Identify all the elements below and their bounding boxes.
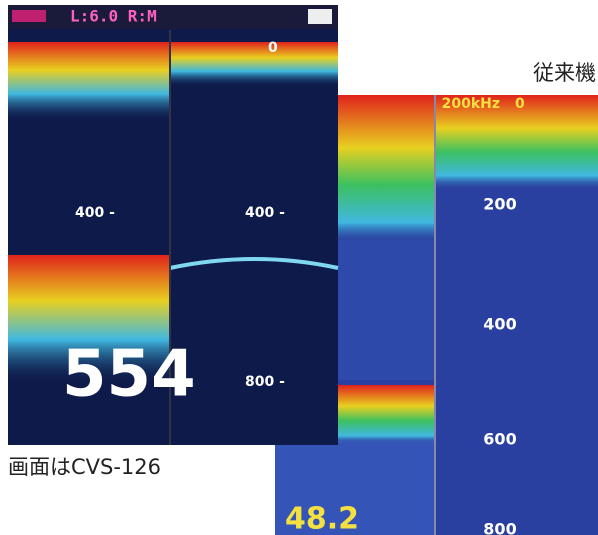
top-scale: 0 <box>268 40 278 56</box>
depth-readout: 554 <box>62 338 196 412</box>
depth-readout: 48.2 <box>285 502 359 535</box>
depth-label: 400 - <box>245 205 285 221</box>
screen-header: L:6.0 R:M <box>70 7 157 26</box>
caption: 従来機 <box>533 61 596 85</box>
scale-label: 600 <box>483 430 516 449</box>
scale-label: 800 <box>483 520 516 535</box>
depth-label: 800 - <box>245 374 285 390</box>
caption: 画面はCVS-126 <box>8 455 161 479</box>
conventional-screen: 200kHz 0 200 400 600 800 48.2 <box>275 95 598 535</box>
scale-label: 400 <box>483 315 516 334</box>
depth-label: 400 - <box>75 205 115 221</box>
frequency-label: 200kHz <box>442 96 500 112</box>
scale-label: 200 <box>483 195 516 214</box>
top-scale: 0 <box>515 96 525 112</box>
cvs126-screen: L:6.0 R:M 0 400 - 400 - 800 - 554 <box>8 5 339 445</box>
